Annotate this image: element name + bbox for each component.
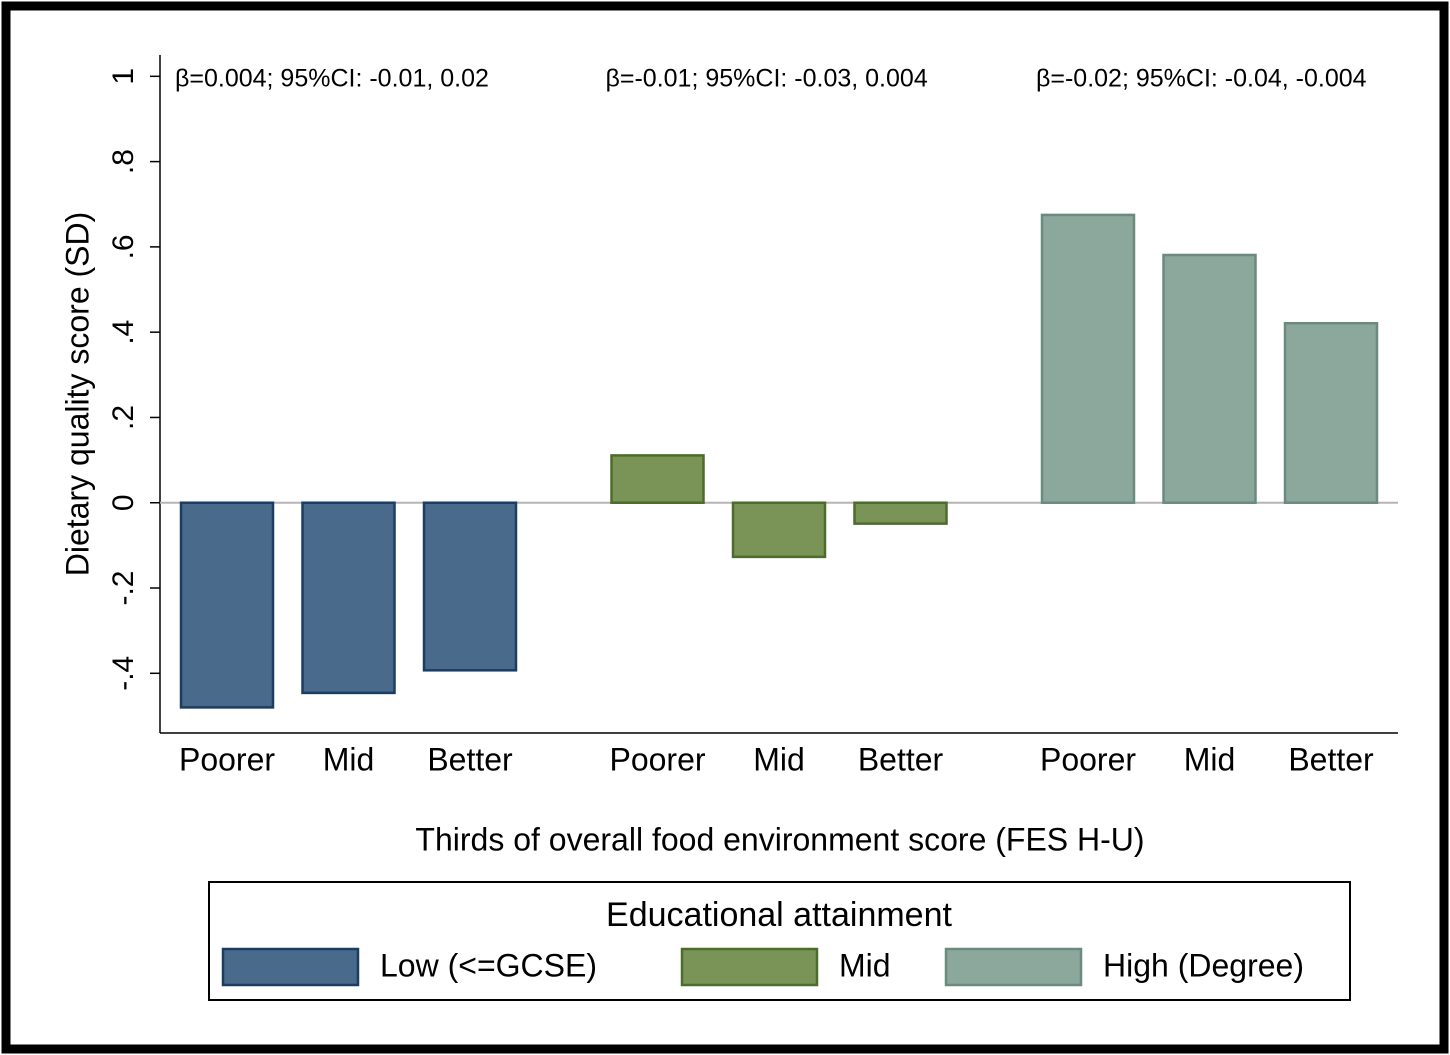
legend-label: High (Degree) bbox=[1103, 947, 1304, 983]
y-tick-label: .2 bbox=[107, 405, 140, 430]
y-tick-label: -.4 bbox=[107, 656, 140, 691]
legend-swatch bbox=[680, 947, 819, 987]
bar bbox=[1162, 253, 1257, 504]
legend-label: Mid bbox=[839, 947, 891, 983]
x-tick-label: Mid bbox=[753, 741, 805, 777]
x-tick-label: Mid bbox=[1184, 741, 1236, 777]
x-tick-label: Poorer bbox=[609, 741, 705, 777]
bar bbox=[301, 501, 396, 695]
y-tick-label: 1 bbox=[107, 68, 140, 85]
annotation: β=-0.01; 95%CI: -0.03, 0.004 bbox=[606, 65, 928, 93]
legend-swatch bbox=[944, 947, 1083, 987]
x-tick-label: Better bbox=[427, 741, 513, 777]
x-tick-label: Poorer bbox=[179, 741, 275, 777]
y-tick-label: .8 bbox=[107, 149, 140, 174]
bar bbox=[853, 501, 948, 525]
x-tick-label: Poorer bbox=[1040, 741, 1136, 777]
x-tick-label: Better bbox=[858, 741, 944, 777]
x-axis-title: Thirds of overall food environment score… bbox=[415, 821, 1144, 857]
legend-label: Low (<=GCSE) bbox=[380, 947, 597, 983]
legend-title: Educational attainment bbox=[606, 896, 952, 934]
bar bbox=[1040, 213, 1136, 504]
legend-swatch bbox=[221, 947, 360, 987]
bar bbox=[731, 501, 827, 559]
x-tick-label: Mid bbox=[323, 741, 375, 777]
bar bbox=[1283, 321, 1379, 504]
annotation: β=0.004; 95%CI: -0.01, 0.02 bbox=[175, 65, 489, 93]
y-tick-label: -.2 bbox=[107, 571, 140, 606]
y-tick-label: .4 bbox=[107, 320, 140, 345]
y-axis-title: Dietary quality score (SD) bbox=[59, 212, 95, 577]
x-tick-label: Better bbox=[1288, 741, 1374, 777]
annotation: β=-0.02; 95%CI: -0.04, -0.004 bbox=[1036, 65, 1367, 93]
bar bbox=[422, 501, 518, 672]
bar bbox=[179, 501, 275, 709]
y-tick-label: .6 bbox=[107, 234, 140, 259]
bar bbox=[610, 454, 705, 504]
y-tick-label: 0 bbox=[107, 494, 140, 511]
